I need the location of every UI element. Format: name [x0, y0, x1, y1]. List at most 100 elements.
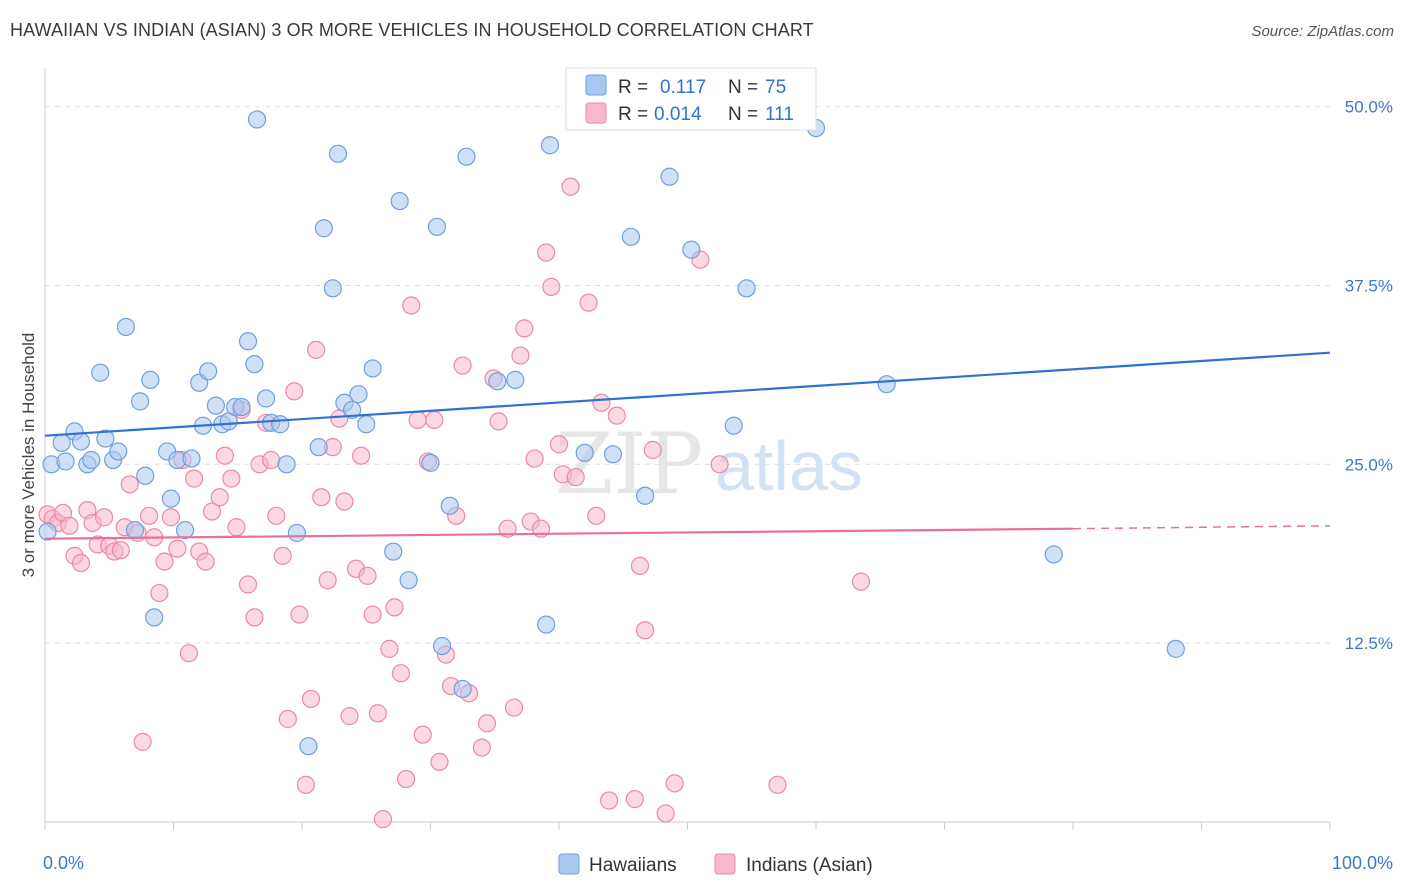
hawaiian-point-57 [457, 147, 476, 166]
hawaiian-point-45 [343, 400, 362, 420]
indian-point-6 [71, 553, 91, 573]
series-hawaiians [38, 110, 1185, 756]
hawaiian-point-21 [175, 521, 195, 540]
indian-point-20 [150, 583, 169, 603]
indian-point-92 [579, 293, 598, 312]
indian-point-21 [155, 552, 174, 571]
hawaiian-point-36 [271, 415, 290, 434]
indian-point-55 [352, 446, 371, 465]
indian-point-32 [222, 469, 241, 488]
indian-point-106 [851, 572, 871, 591]
hawaiian-point-41 [314, 219, 333, 238]
indian-point-73 [453, 356, 472, 375]
hawaiian-point-30 [232, 397, 251, 417]
indian-point-13 [111, 541, 130, 560]
hawaiian-point-47 [357, 415, 376, 434]
indian-point-87 [542, 277, 561, 296]
indian-point-22 [161, 508, 181, 527]
indian-point-81 [511, 346, 530, 365]
indian-point-80 [504, 698, 524, 717]
hawaiian-point-25 [199, 362, 218, 381]
hawaiian-point-22 [182, 449, 201, 468]
indian-point-65 [408, 410, 427, 430]
indian-point-105 [768, 775, 787, 794]
indian-point-26 [184, 469, 204, 488]
hawaiian-point-11 [109, 442, 128, 461]
hawaiian-point-34 [256, 389, 276, 408]
indian-point-17 [133, 732, 152, 751]
y-tick-label-1: 25.0% [1345, 455, 1393, 474]
indian-point-82 [515, 319, 534, 338]
source-credit: Source: ZipAtlas.com [1251, 23, 1394, 40]
indian-point-30 [210, 488, 229, 507]
hawaiian-point-39 [299, 737, 318, 756]
indian-point-76 [477, 714, 497, 733]
hawaiian-point-13 [125, 521, 145, 540]
legend-r-value-1: 0.117 [660, 77, 706, 98]
indian-point-84 [525, 449, 544, 468]
hawaiian-point-40 [309, 438, 328, 457]
hawaiian-point-58 [488, 372, 507, 391]
indian-point-104 [710, 455, 729, 474]
grid-lines [45, 106, 1330, 644]
hawaiian-point-38 [287, 523, 306, 543]
hawaiian-point-49 [384, 542, 403, 561]
indian-point-75 [472, 738, 491, 757]
hawaiian-point-69 [737, 279, 756, 298]
hawaiian-point-66 [660, 167, 679, 186]
hawaiian-point-12 [116, 317, 136, 337]
indian-point-99 [635, 621, 655, 640]
indian-point-56 [358, 566, 377, 586]
axes [44, 68, 1331, 830]
hawaiian-point-67 [682, 240, 701, 259]
hawaiian-point-14 [130, 392, 150, 411]
hawaiian-point-54 [432, 636, 452, 656]
hawaiian-point-9 [96, 429, 115, 448]
y-tick-label-2: 37.5% [1345, 276, 1393, 295]
hawaiian-point-73 [1166, 639, 1185, 658]
hawaiian-point-15 [136, 466, 155, 485]
legend-swatch-indians [585, 102, 607, 124]
indian-point-25 [179, 644, 199, 663]
trend-line-hawaiians [44, 351, 1331, 437]
hawaiian-point-51 [399, 571, 418, 590]
indian-point-90 [561, 177, 580, 196]
indian-point-23 [168, 539, 187, 558]
watermark-atlas: atlas [715, 427, 863, 505]
hawaiian-point-33 [247, 110, 267, 129]
bottom-swatch-hawaiians [558, 853, 580, 875]
hawaiian-point-19 [161, 489, 181, 508]
legend-r-label-1: R = [618, 77, 648, 98]
y-tick-label-3: 50.0% [1345, 98, 1393, 117]
hawaiian-point-48 [363, 359, 382, 378]
y-axis-label: 3 or more Vehicles in Household [19, 333, 38, 578]
hawaiian-point-65 [635, 486, 655, 505]
indian-point-68 [425, 410, 444, 430]
legend-n-value-2: 111 [765, 104, 794, 125]
hawaiian-point-71 [877, 375, 896, 394]
indian-point-42 [278, 709, 297, 729]
indian-point-69 [430, 752, 449, 772]
indian-point-28 [196, 552, 215, 571]
hawaiian-point-16 [141, 370, 160, 389]
hawaiian-point-64 [621, 227, 641, 246]
bottom-legend-hawaiians: Hawaiians [589, 855, 677, 876]
hawaiian-point-50 [390, 191, 409, 211]
indian-point-97 [625, 790, 644, 809]
hawaiian-point-3 [56, 452, 75, 471]
series-legend: Hawaiians Indians (Asian) [558, 853, 873, 876]
legend-n-label-1: N = [728, 77, 758, 98]
hawaiian-point-32 [245, 355, 264, 374]
bottom-legend-indians: Indians (Asian) [746, 855, 873, 876]
hawaiian-point-72 [1044, 545, 1063, 564]
indian-point-29 [202, 502, 222, 521]
indian-point-53 [340, 707, 359, 726]
indian-point-102 [665, 774, 684, 793]
legend-r-value-2: 0.014 [654, 104, 702, 125]
indian-point-36 [245, 608, 264, 627]
tick-labels: 12.5% 25.0% 37.5% 50.0% 0.0% 100.0% [43, 98, 1393, 873]
legend-swatch-hawaiians [585, 74, 607, 96]
indian-point-35 [238, 575, 258, 594]
watermark: ZIP atlas [555, 415, 863, 513]
